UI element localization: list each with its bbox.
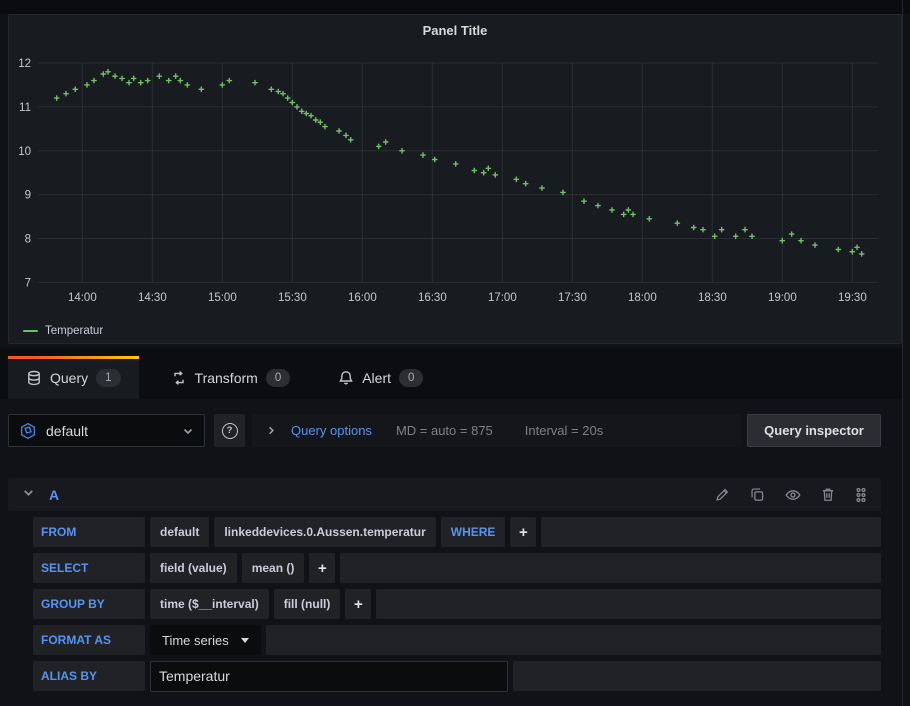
pane-divider <box>902 0 903 706</box>
query-keyword-label: FORMAT AS <box>33 625 145 655</box>
query-keyword-label: ALIAS BY <box>33 661 145 691</box>
query-row-header: A <box>8 478 881 511</box>
panel-title: Panel Title <box>422 23 488 38</box>
query-segment[interactable]: time ($__interval) <box>150 589 269 619</box>
eye-icon[interactable] <box>785 487 801 503</box>
query-segment[interactable]: field (value) <box>150 553 237 583</box>
query-segment[interactable]: linkeddevices.0.Aussen.temperatur <box>214 517 436 547</box>
query-inspector-button[interactable]: Query inspector <box>747 414 881 447</box>
svg-text:8: 8 <box>25 234 31 246</box>
svg-text:14:00: 14:00 <box>68 292 97 304</box>
max-data-points-summary: MD = auto = 875 <box>395 423 493 438</box>
query-segment[interactable]: mean () <box>241 553 305 583</box>
tab-alert[interactable]: Alert 0 <box>322 356 439 399</box>
query-options-bar: Query options MD = auto = 875 Interval =… <box>252 414 741 447</box>
page-top-strip <box>0 0 910 14</box>
format-as-select[interactable]: Time series <box>150 625 261 655</box>
row-filler <box>541 517 881 547</box>
query-part-row-select: SELECT field (value) mean () + <box>33 553 881 583</box>
svg-text:17:30: 17:30 <box>558 292 587 304</box>
query-part-row-group-by: GROUP BY time ($__interval) fill (null) + <box>33 589 881 619</box>
bell-icon <box>339 370 354 384</box>
svg-text:10: 10 <box>18 146 31 158</box>
svg-text:15:00: 15:00 <box>208 292 237 304</box>
svg-text:19:30: 19:30 <box>838 292 867 304</box>
svg-text:9: 9 <box>25 190 31 202</box>
alias-by-input[interactable] <box>150 660 508 692</box>
database-icon <box>28 370 40 385</box>
legend-series-label: Temperatur <box>45 325 104 337</box>
add-part-button[interactable]: + <box>510 517 537 547</box>
query-options-label: Query options <box>291 423 372 438</box>
legend-series-dash <box>23 330 38 332</box>
editor-tab-bar: Query 1 Transform 0 Alert 0 <box>0 348 902 399</box>
format-as-value: Time series <box>162 632 229 648</box>
query-keyword-label: FROM <box>33 517 145 547</box>
trash-icon[interactable] <box>821 487 835 502</box>
tab-query[interactable]: Query 1 <box>8 356 139 399</box>
tab-transform[interactable]: Transform 0 <box>155 356 307 399</box>
svg-text:12: 12 <box>18 58 31 70</box>
query-segment[interactable]: WHERE <box>440 517 506 547</box>
query-options-toggle[interactable]: Query options <box>266 423 372 438</box>
tab-alert-label: Alert <box>362 369 392 386</box>
svg-text:18:30: 18:30 <box>698 292 727 304</box>
help-icon: ? <box>221 422 238 439</box>
graph-panel: Panel Title 7 8 9 10 11 12 14:00 14:30 15:00 15:3… <box>8 14 902 344</box>
caret-down-icon <box>240 637 249 643</box>
chevron-right-icon <box>269 426 274 435</box>
svg-text:7: 7 <box>25 277 31 289</box>
query-ref-id: A <box>49 486 60 503</box>
datasource-help-button[interactable]: ? <box>214 414 245 447</box>
series-temperatur <box>53 68 865 257</box>
tab-alert-count: 0 <box>399 368 424 387</box>
query-keyword-label: SELECT <box>33 553 145 583</box>
query-keyword-label: GROUP BY <box>33 589 145 619</box>
query-part-row-alias-by: ALIAS BY <box>33 660 881 692</box>
add-part-button[interactable]: + <box>345 589 372 619</box>
interval-summary: Interval = 20s <box>524 423 604 438</box>
transform-icon <box>173 370 184 385</box>
chart-legend[interactable]: Temperatur <box>23 325 103 337</box>
row-filler <box>340 553 881 583</box>
datasource-logo-icon <box>20 422 36 439</box>
query-segment[interactable]: default <box>150 517 210 547</box>
row-filler <box>265 625 881 655</box>
query-part-row-from: FROM default linkeddevices.0.Aussen.temper… <box>33 517 881 547</box>
tab-transform-count: 0 <box>265 368 291 387</box>
datasource-picker[interactable]: default <box>8 414 205 447</box>
svg-text:14:30: 14:30 <box>138 292 167 304</box>
add-part-button[interactable]: + <box>309 553 336 583</box>
svg-text:19:00: 19:00 <box>768 292 797 304</box>
drag-handle-icon[interactable] <box>855 487 867 503</box>
tab-query-label: Query <box>50 369 89 386</box>
tab-query-count: 1 <box>96 368 121 387</box>
edit-icon[interactable] <box>715 487 730 502</box>
svg-text:18:00: 18:00 <box>628 292 657 304</box>
query-part-row-format-as: FORMAT AS Time series <box>33 625 881 655</box>
svg-text:16:00: 16:00 <box>348 292 377 304</box>
row-filler <box>376 589 881 619</box>
svg-text:11: 11 <box>19 102 31 114</box>
influx-query-editor: FROM default linkeddevices.0.Aussen.temper… <box>33 517 881 697</box>
duplicate-icon[interactable] <box>750 487 765 502</box>
svg-text:16:30: 16:30 <box>418 292 447 304</box>
svg-text:17:00: 17:00 <box>488 292 517 304</box>
query-segment[interactable]: fill (null) <box>273 589 341 619</box>
tab-transform-label: Transform <box>194 369 258 386</box>
svg-text:15:30: 15:30 <box>278 292 307 304</box>
chevron-down-icon <box>183 428 193 434</box>
row-filler <box>513 661 881 691</box>
collapse-query-toggle[interactable] <box>22 486 35 504</box>
datasource-value: default <box>46 422 89 439</box>
temperature-scatter-chart: 7 8 9 10 11 12 14:00 14:30 15:00 15:30 16:00 16:30 1… <box>18 58 878 304</box>
